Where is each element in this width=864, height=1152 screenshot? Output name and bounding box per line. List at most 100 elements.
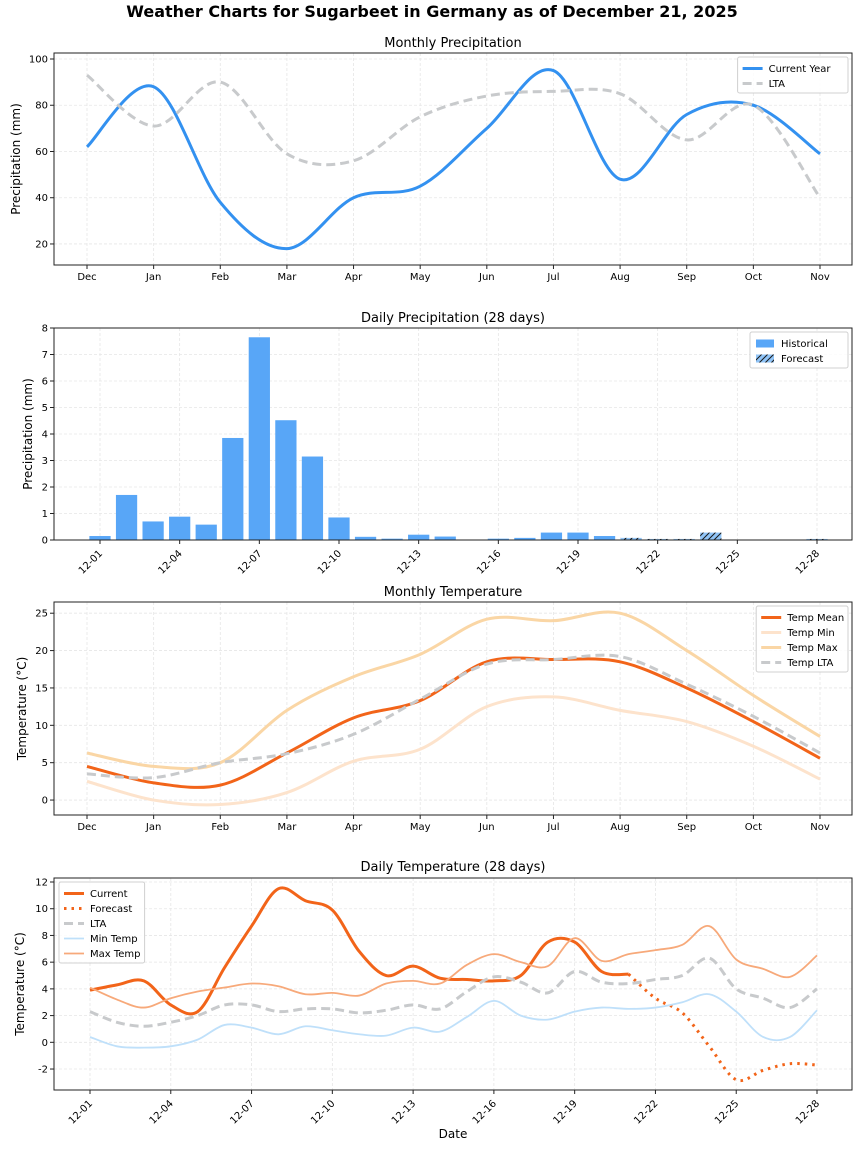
series-line-current-year [85, 68, 821, 251]
x-tick-label: Mar [277, 272, 297, 283]
bar-forecast [620, 537, 642, 540]
legend: Historical Forecast [749, 331, 849, 369]
y-tick-label: 12 [35, 878, 48, 889]
y-tick-label: 0 [42, 796, 48, 807]
chart-daily_precip: Daily Precipitation (28 days) 0 1 2 3 4 5 6 7 8 12… [21, 311, 853, 577]
x-tick-label: 12-04 [148, 1098, 176, 1126]
chart-title: Monthly Precipitation [384, 36, 521, 51]
bar-historical [248, 337, 270, 540]
bar-historical [328, 517, 350, 540]
series-line-temp-min [86, 695, 821, 807]
y-axis-label: Temperature (°C) [13, 932, 27, 1037]
bar-historical [514, 537, 536, 540]
legend-label: Temp Min [786, 628, 835, 639]
series-line-forecast [627, 973, 818, 1083]
x-tick-label: 12-07 [228, 1098, 256, 1126]
x-tick-label: Dec [77, 822, 96, 833]
x-tick-label: 12-28 [794, 548, 822, 576]
series-line-temp-max [86, 610, 821, 771]
legend-swatch [756, 339, 774, 348]
bar-historical [89, 536, 111, 540]
x-tick-label: 12-19 [555, 548, 583, 576]
legend-label: Temp LTA [786, 658, 833, 669]
x-tick-label: Aug [610, 822, 630, 833]
legend-label: Temp Max [786, 643, 838, 654]
x-tick-label: Jun [478, 272, 495, 283]
series-line-lta [86, 73, 822, 199]
x-tick-label: 12-10 [316, 548, 344, 576]
x-tick-label: Nov [810, 822, 830, 833]
legend-box [737, 56, 849, 94]
x-tick-label: Nov [810, 272, 830, 283]
y-tick-label: -2 [38, 1065, 48, 1076]
legend: Current Forecast LTA Min Temp Max Temp [58, 881, 146, 964]
legend-label: LTA [90, 919, 107, 930]
x-tick-label: May [410, 822, 431, 833]
y-axis-label: Precipitation (mm) [21, 378, 35, 490]
bar-historical [487, 538, 509, 540]
axes-frame [53, 877, 853, 1091]
legend-box [755, 605, 849, 673]
x-tick-label: 12-13 [390, 1098, 418, 1126]
x-tick-label: 12-22 [634, 548, 662, 576]
bar-historical [195, 524, 217, 540]
legend-label: Current [90, 889, 128, 900]
x-tick-label: Jul [546, 822, 559, 833]
bar-historical [540, 532, 563, 540]
y-tick-label: 80 [35, 101, 48, 112]
bar-historical [301, 456, 324, 540]
x-tick-label: Oct [745, 272, 762, 283]
axes-frame [53, 327, 853, 541]
chart-daily_temp: Daily Temperature (28 days) -2 0 2 4 6 8 10 12 12… [13, 860, 853, 1141]
x-tick-label: Jan [145, 822, 161, 833]
legend: Current Year LTA [737, 56, 849, 94]
y-tick-label: 8 [42, 931, 48, 942]
chart-monthly_temp: Monthly Temperature 0 5 10 15 20 25 Dec Jan Feb Ma… [15, 585, 853, 833]
bar-forecast [806, 538, 828, 540]
x-tick-label: 12-19 [551, 1098, 579, 1126]
x-tick-label: Feb [211, 272, 229, 283]
y-tick-label: 100 [29, 55, 48, 66]
chart-title: Monthly Temperature [384, 585, 523, 600]
bar-forecast [673, 538, 695, 540]
x-tick-label: Apr [345, 822, 363, 833]
y-axis-label: Temperature (°C) [15, 657, 29, 762]
y-tick-label: 25 [35, 609, 48, 620]
legend-box [58, 881, 146, 964]
chart-monthly_precip: Monthly Precipitation 20 40 60 80 100 Dec Jan Fe… [9, 36, 853, 283]
y-tick-label: 15 [35, 683, 48, 694]
x-tick-label: 12-25 [713, 1098, 741, 1126]
x-tick-label: May [410, 272, 431, 283]
series-line-max-temp [89, 925, 818, 1009]
x-tick-label: Dec [77, 272, 96, 283]
series-line-temp-lta [86, 653, 821, 780]
y-tick-label: 10 [35, 904, 48, 915]
y-tick-label: 1 [42, 509, 48, 520]
x-tick-label: 12-04 [156, 548, 184, 576]
bar-historical [275, 420, 297, 540]
legend: Temp Mean Temp Min Temp Max Temp LTA [755, 605, 849, 673]
bar-forecast [700, 532, 722, 540]
chart-title: Daily Temperature (28 days) [360, 860, 545, 875]
x-tick-label: Mar [277, 822, 297, 833]
y-tick-label: 8 [42, 324, 48, 335]
x-tick-label: Apr [345, 272, 363, 283]
legend-label: Forecast [781, 354, 823, 365]
y-tick-label: 6 [42, 958, 48, 969]
bar-historical [169, 516, 191, 540]
y-tick-label: 2 [42, 483, 48, 494]
bar-historical [115, 494, 138, 540]
x-tick-label: 12-07 [236, 548, 264, 576]
series-line-min-temp [89, 993, 818, 1049]
bar-historical [408, 534, 430, 540]
chart-title: Daily Precipitation (28 days) [361, 311, 545, 326]
y-tick-label: 20 [35, 646, 48, 657]
y-tick-label: 7 [42, 350, 48, 361]
y-tick-label: 4 [42, 984, 48, 995]
figure-title: Weather Charts for Sugarbeet in Germany … [126, 2, 738, 21]
x-tick-label: 12-22 [632, 1098, 660, 1126]
legend-box [749, 331, 849, 369]
x-tick-label: Oct [745, 822, 762, 833]
y-tick-label: 5 [42, 403, 48, 414]
legend-label: Historical [781, 339, 828, 350]
